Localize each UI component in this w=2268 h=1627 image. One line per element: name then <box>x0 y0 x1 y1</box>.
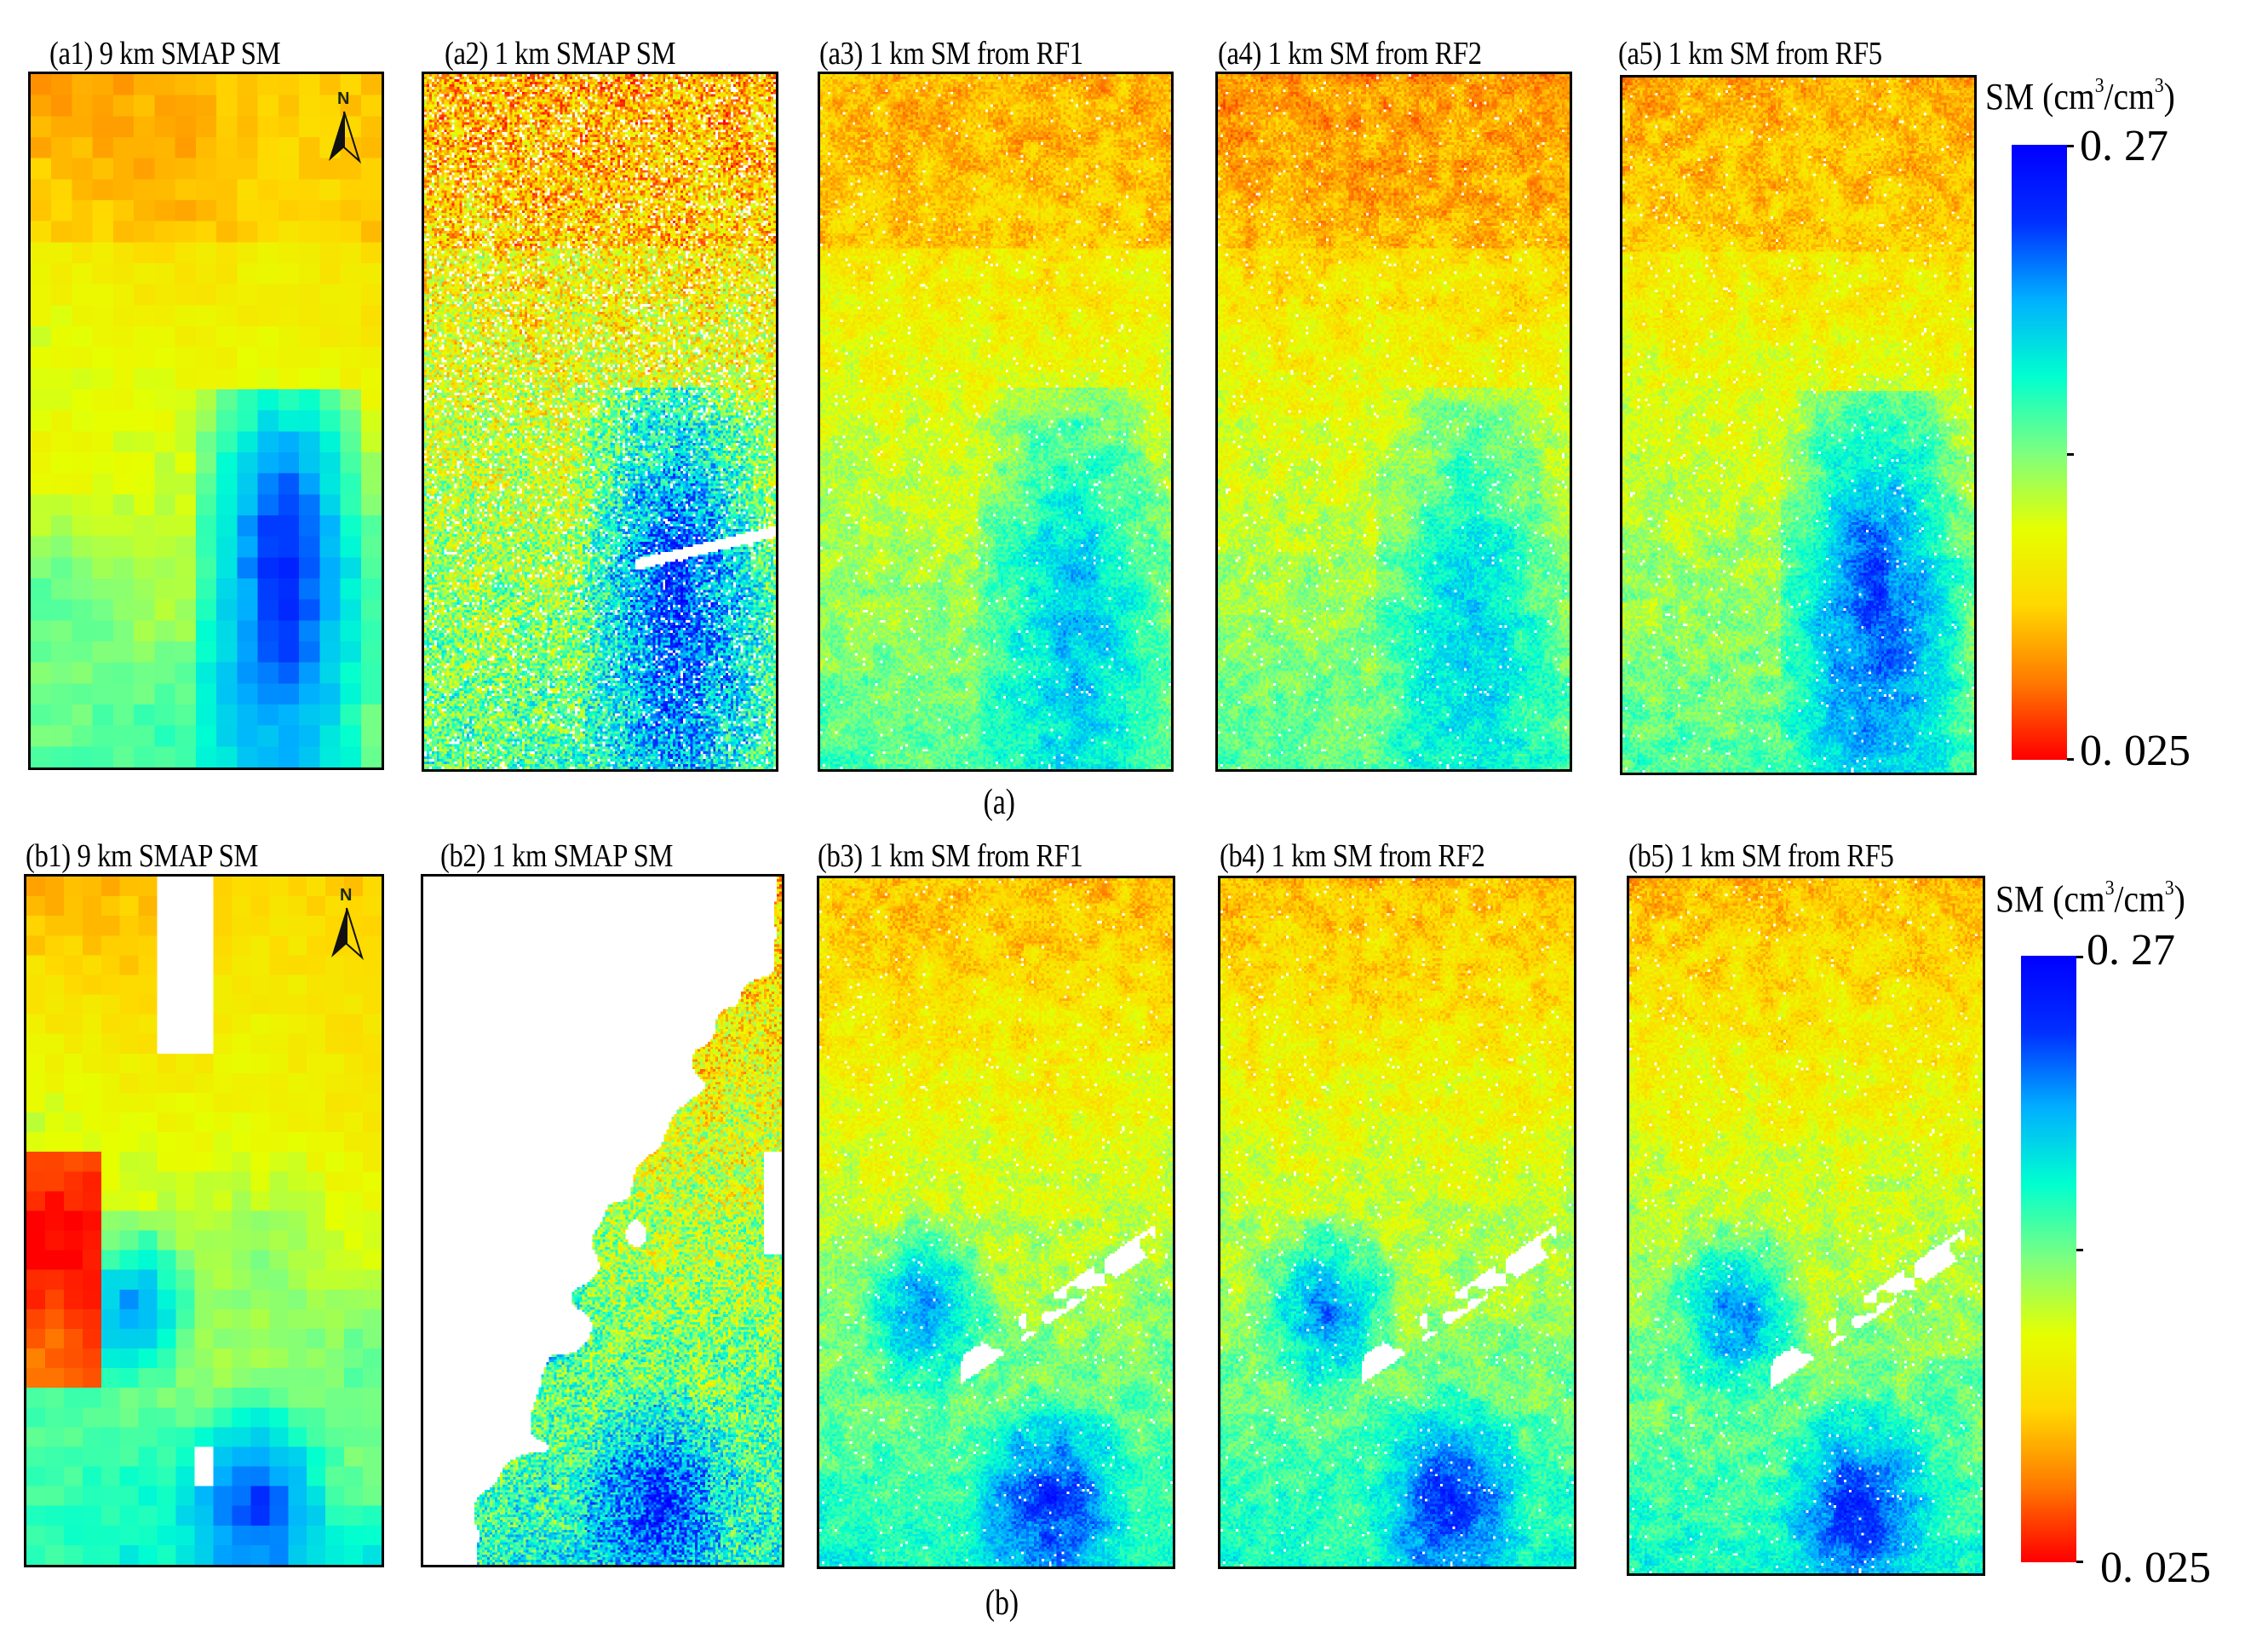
colorbar-max-label: 0. 27 <box>2087 926 2175 974</box>
colorbar-title-text: ) <box>2163 76 2175 118</box>
panel-title-b4: (b4) 1 km SM from RF2 <box>1220 838 1485 874</box>
map-panel-a3 <box>818 72 1174 772</box>
colorbar-min-label: 0. 025 <box>2100 1544 2211 1592</box>
colorbar-a <box>2012 145 2067 760</box>
north-arrow-icon <box>329 111 362 164</box>
north-arrow-icon <box>331 907 365 961</box>
soil-moisture-map <box>1218 74 1570 769</box>
colorbar-gradient <box>2021 956 2076 1562</box>
north-arrow-a1: N <box>325 89 368 166</box>
soil-moisture-map <box>1220 878 1574 1567</box>
map-panel-b3 <box>817 876 1175 1569</box>
north-label: N <box>337 89 350 108</box>
row-caption-b: (b) <box>985 1584 1019 1623</box>
colorbar-min-label: 0. 025 <box>2080 727 2190 775</box>
colorbar-title-a: SM (cm3/cm3) <box>1985 75 2175 118</box>
soil-moisture-map <box>423 877 782 1565</box>
soil-moisture-map <box>820 74 1171 769</box>
panel-title-b2: (b2) 1 km SMAP SM <box>440 838 673 874</box>
colorbar-tick-mid <box>2076 1249 2083 1251</box>
superscript: 3 <box>2154 75 2164 98</box>
panel-title-b5: (b5) 1 km SM from RF5 <box>1628 838 1894 874</box>
panel-title-b1: (b1) 9 km SMAP SM <box>26 838 258 874</box>
colorbar-tick-max <box>2067 145 2074 147</box>
map-panel-a1 <box>28 72 384 770</box>
colorbar-tick-min <box>2076 1561 2083 1563</box>
north-arrow-b1: N <box>328 886 370 963</box>
soil-moisture-map <box>31 74 382 768</box>
map-panel-a5 <box>1620 75 1977 775</box>
colorbar-tick-min <box>2067 758 2074 761</box>
colorbar-title-text: /cm <box>2114 878 2165 920</box>
colorbar-tick-mid <box>2067 453 2074 456</box>
map-panel-b1 <box>24 874 384 1567</box>
map-panel-b2 <box>421 874 784 1567</box>
colorbar-max-label: 0. 27 <box>2080 122 2168 170</box>
soil-moisture-map <box>424 74 776 769</box>
soil-moisture-map <box>1622 78 1974 773</box>
colorbar-title-text: /cm <box>2104 76 2155 118</box>
colorbar-title-text: SM (cm <box>1985 76 2095 118</box>
superscript: 3 <box>2164 877 2174 900</box>
soil-moisture-map <box>26 877 382 1565</box>
panel-title-a4: (a4) 1 km SM from RF2 <box>1218 36 1482 72</box>
colorbar-title-text: SM (cm <box>1995 878 2105 920</box>
panel-title-a5: (a5) 1 km SM from RF5 <box>1618 36 1882 72</box>
soil-moisture-map <box>819 878 1173 1567</box>
colorbar-b <box>2021 956 2076 1562</box>
panel-title-a3: (a3) 1 km SM from RF1 <box>819 36 1083 72</box>
map-panel-b4 <box>1218 876 1576 1569</box>
map-panel-a4 <box>1215 72 1572 772</box>
colorbar-title-b: SM (cm3/cm3) <box>1995 877 2185 921</box>
row-caption-a: (a) <box>983 783 1015 822</box>
superscript: 3 <box>2104 877 2115 900</box>
superscript: 3 <box>2094 75 2104 98</box>
map-panel-b5 <box>1627 876 1985 1576</box>
north-label: N <box>340 886 353 905</box>
panel-title-a1: (a1) 9 km SMAP SM <box>49 36 281 72</box>
colorbar-tick-max <box>2076 956 2083 958</box>
colorbar-gradient <box>2012 145 2067 760</box>
panel-title-b3: (b3) 1 km SM from RF1 <box>818 838 1083 874</box>
map-panel-a2 <box>422 72 778 772</box>
colorbar-title-text: ) <box>2173 878 2185 920</box>
panel-title-a2: (a2) 1 km SMAP SM <box>445 36 676 72</box>
soil-moisture-map <box>1629 878 1983 1573</box>
